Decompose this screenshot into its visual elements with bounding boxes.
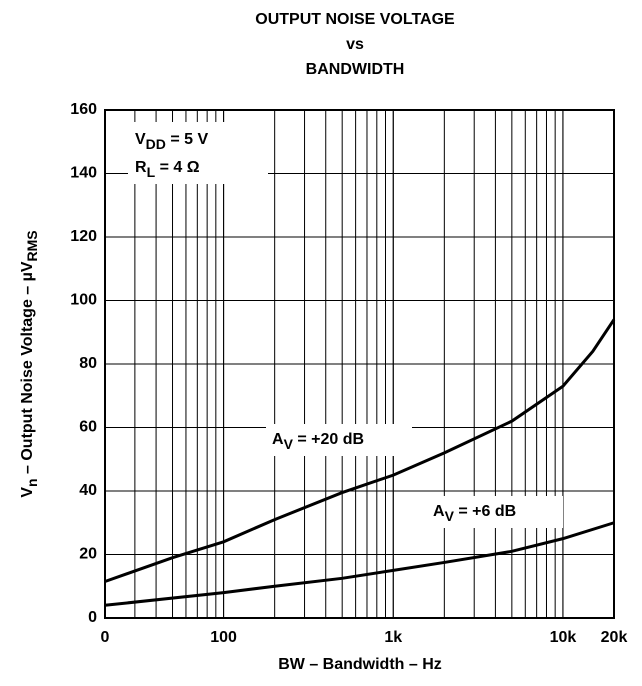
y-axis-label-part: – Output Noise Voltage – µV	[19, 261, 36, 478]
chart-title: OUTPUT NOISE VOLTAGE	[255, 11, 455, 28]
x-tick-label: 1k	[384, 629, 402, 646]
y-axis-label-sub: n	[24, 478, 40, 487]
y-axis-label-part: V	[19, 487, 36, 498]
series-label-sub: V	[445, 508, 455, 524]
curve	[104, 318, 616, 583]
series-label-part: A	[272, 431, 284, 448]
y-tick-label: 160	[70, 101, 97, 118]
y-tick-label: 0	[88, 609, 97, 626]
series-label: AV = +6 dB	[433, 503, 516, 523]
x-tick-label: 20k	[601, 629, 628, 646]
series-label-part: A	[433, 503, 445, 520]
y-tick-label: 60	[79, 419, 97, 436]
condition: RL = 4 Ω	[135, 159, 200, 179]
series-label-part: = +20 dB	[293, 431, 364, 448]
annotation-bg	[266, 424, 412, 456]
y-tick-label: 80	[79, 355, 97, 372]
y-axis-label-sub: RMS	[24, 230, 40, 261]
condition-sub: L	[147, 164, 156, 180]
y-tick-label: 20	[79, 546, 97, 563]
y-tick-label: 120	[70, 228, 97, 245]
y-axis-label: Vn – Output Noise Voltage – µVRMS	[19, 230, 39, 497]
y-tick-label: 140	[70, 165, 97, 182]
annotation-bg	[427, 496, 563, 528]
y-tick-label: 40	[79, 482, 97, 499]
plot-frame	[104, 109, 615, 619]
condition: VDD = 5 V	[135, 131, 208, 151]
condition-part: V	[135, 131, 146, 148]
y-tick-label: 100	[70, 292, 97, 309]
condition-sub: DD	[146, 136, 166, 152]
x-axis-label: BW – Bandwidth – Hz	[278, 656, 442, 673]
x-tick-label: 100	[210, 629, 237, 646]
x-tick-label: 0	[101, 629, 110, 646]
series-label: AV = +20 dB	[272, 431, 364, 451]
x-tick-label: 10k	[550, 629, 577, 646]
series-label-part: = +6 dB	[454, 503, 516, 520]
series-label-sub: V	[284, 436, 294, 452]
condition-part: = 4 Ω	[155, 159, 200, 176]
condition-part: = 5 V	[166, 131, 209, 148]
chart-title: BANDWIDTH	[306, 61, 405, 78]
curve	[104, 521, 615, 607]
condition-part: R	[135, 159, 147, 176]
annotation-bg	[128, 122, 268, 184]
chart-title: vs	[346, 36, 364, 53]
